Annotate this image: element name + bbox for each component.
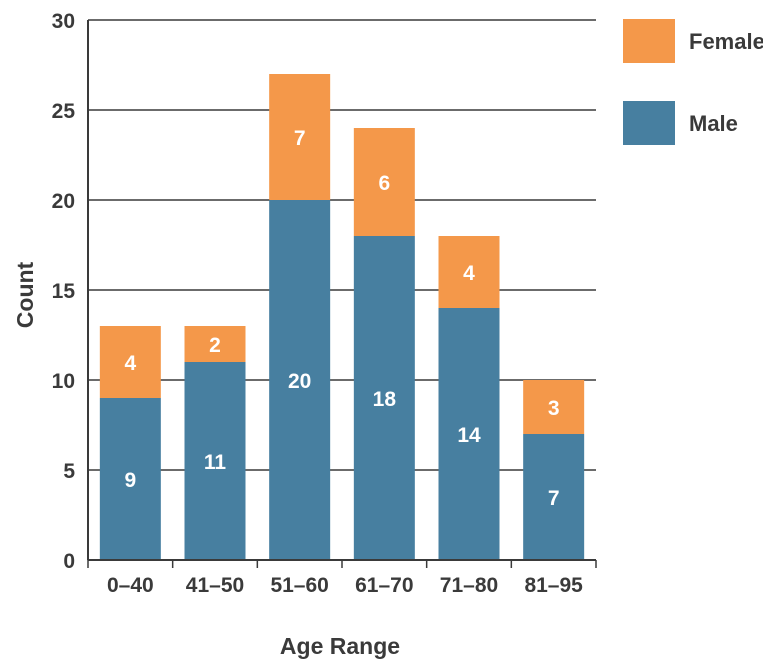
- y-tick-label: 15: [52, 280, 76, 303]
- bar-male: [438, 308, 500, 560]
- x-tick-label: 0–40: [107, 574, 154, 597]
- axes: [87, 20, 597, 568]
- y-tick-label: 10: [52, 370, 75, 393]
- x-tick-label: 71–80: [440, 574, 498, 597]
- legend: Female Male: [623, 19, 763, 145]
- x-tick-label: 51–60: [270, 574, 328, 597]
- bar-value-label: 7: [294, 127, 306, 150]
- bar-value-label: 11: [204, 451, 227, 474]
- legend-label-female: Female: [689, 29, 763, 54]
- y-tick-label: 0: [63, 550, 75, 573]
- x-axis-title: Age Range: [280, 633, 400, 659]
- bar-female: [523, 380, 585, 434]
- x-tick-label: 41–50: [186, 574, 244, 597]
- bar-value-label: 4: [124, 352, 136, 375]
- bar-value-label: 3: [548, 397, 560, 420]
- bars: 9 4 11 2 20 7 18 6 14 4 7 3: [99, 74, 585, 560]
- bar-value-label: 7: [548, 487, 560, 510]
- gridlines: [88, 19, 596, 471]
- bar-value-label: 18: [373, 388, 397, 411]
- x-tick-labels: 0–40 41–50 51–60 61–70 71–80 81–95: [107, 574, 583, 597]
- bar-value-label: 9: [124, 469, 136, 492]
- bar-female: [269, 74, 331, 200]
- bar-male: [353, 236, 415, 560]
- legend-label-male: Male: [689, 111, 738, 136]
- bar-female: [184, 326, 246, 362]
- y-axis-title: Count: [12, 261, 38, 328]
- legend-swatch-female: [623, 19, 675, 63]
- bar-male: [99, 398, 161, 560]
- bar-female: [353, 128, 415, 236]
- bar-value-label: 6: [378, 172, 390, 195]
- y-tick-labels: 0 5 10 15 20 25 30: [52, 10, 76, 573]
- bar-female: [99, 326, 161, 398]
- bar-male: [523, 434, 585, 560]
- bar-male: [269, 200, 331, 560]
- bar-female: [438, 236, 500, 308]
- y-tick-label: 30: [52, 10, 75, 33]
- x-tick-label: 61–70: [355, 574, 413, 597]
- x-tick-label: 81–95: [524, 574, 583, 597]
- y-tick-label: 25: [52, 100, 76, 123]
- y-tick-label: 5: [63, 460, 75, 483]
- bar-value-label: 4: [463, 262, 475, 285]
- legend-swatch-male: [623, 101, 675, 145]
- bar-value-label: 20: [288, 370, 311, 393]
- y-tick-label: 20: [52, 190, 75, 213]
- bar-male: [184, 362, 246, 560]
- bar-value-label: 2: [209, 334, 221, 357]
- bar-value-label: 14: [457, 424, 481, 447]
